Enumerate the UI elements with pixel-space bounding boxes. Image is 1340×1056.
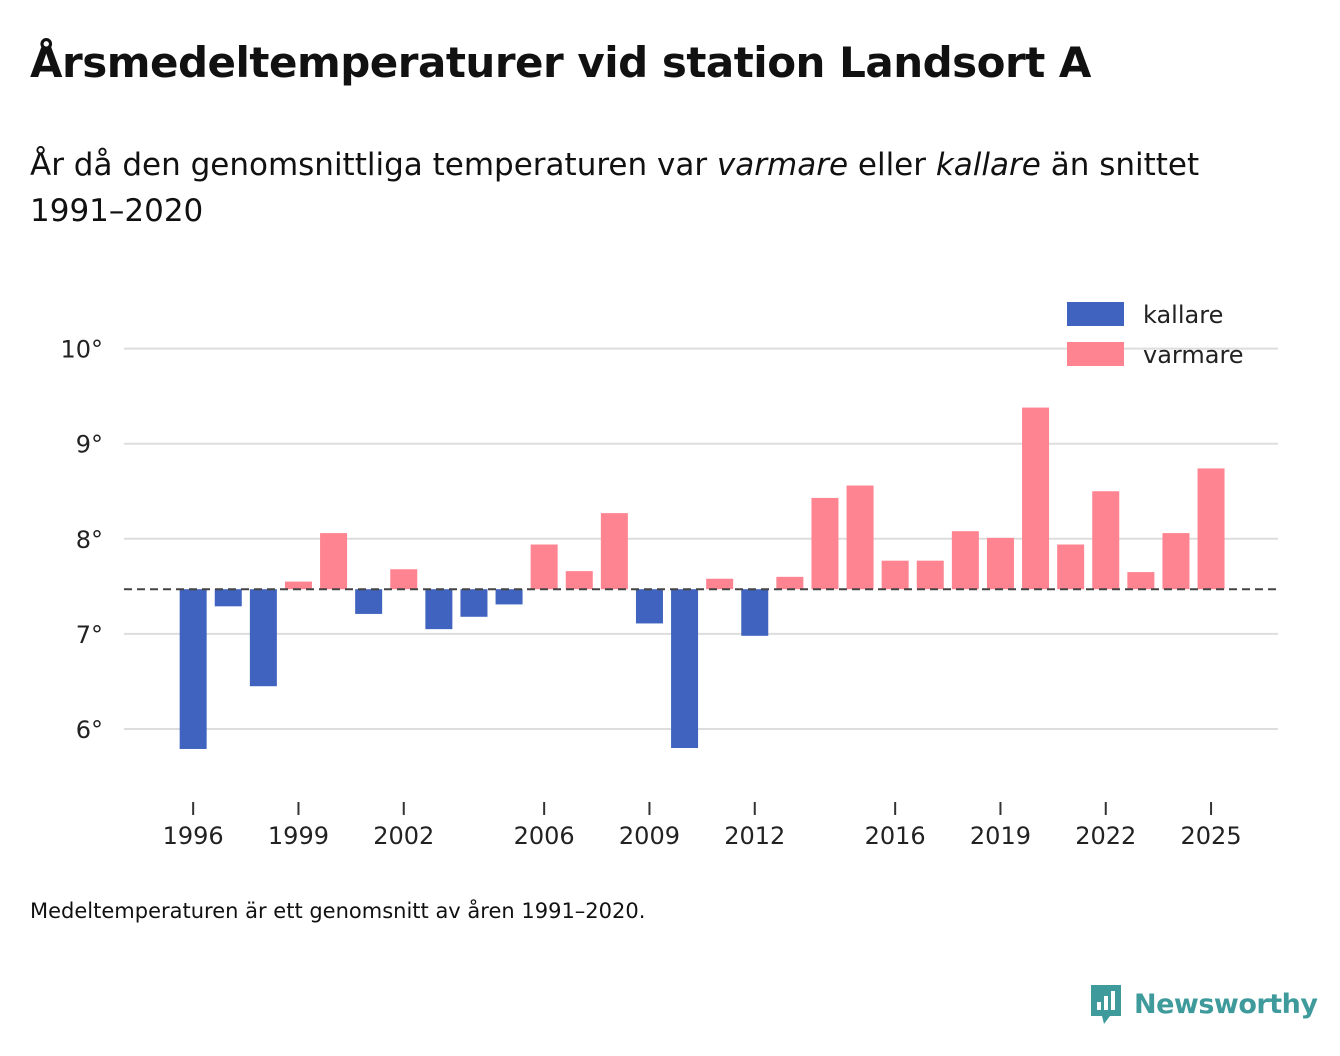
- y-tick-label-6: 6°: [76, 716, 103, 744]
- bar-2000: [320, 533, 348, 590]
- bar-2016: [881, 560, 909, 590]
- x-axis: 1996 1999 2002 2006 2009 2012 2016 2019 2022 2025: [163, 802, 1242, 850]
- temperature-bar-chart: 6° 7° 8° 9° 10° 1996 1999 2002 2006 2009 2012 2016…: [60, 301, 1278, 850]
- x-tick-label-2009: 2009: [619, 822, 680, 850]
- y-tick-label-7: 7°: [76, 621, 103, 649]
- bar-2025: [1197, 468, 1225, 590]
- y-tick-label-8: 8°: [76, 526, 103, 554]
- bars: [179, 407, 1225, 749]
- legend-label-warm: varmare: [1143, 341, 1244, 369]
- x-tick-label-2022: 2022: [1075, 822, 1136, 850]
- x-tick-label-2016: 2016: [865, 822, 926, 850]
- bar-2020: [1022, 407, 1050, 590]
- y-tick-label-9: 9°: [76, 431, 103, 459]
- brand-logo[interactable]: Newsworthy: [1088, 982, 1318, 1026]
- bar-2024: [1162, 533, 1190, 590]
- bar-2007: [565, 571, 593, 590]
- x-tick-label-2002: 2002: [373, 822, 434, 850]
- grid-lines: [124, 347, 1278, 730]
- bar-2001: [355, 589, 383, 614]
- subtitle-part-1: År då den genomsnittliga temperaturen va…: [30, 147, 717, 183]
- bar-2023: [1127, 572, 1155, 590]
- bar-2015: [846, 485, 874, 590]
- bar-2011: [706, 578, 734, 590]
- bar-2008: [600, 513, 628, 590]
- bar-2009: [635, 589, 663, 624]
- bar-2014: [811, 497, 839, 590]
- x-tick-label-2025: 2025: [1181, 822, 1242, 850]
- newsworthy-logo-icon: [1091, 985, 1121, 1024]
- subtitle-warm-word: varmare: [716, 147, 849, 183]
- legend-label-cold: kallare: [1143, 301, 1223, 329]
- bar-1999: [284, 581, 312, 590]
- bar-1998: [249, 589, 277, 687]
- subtitle-part-3: än snittet 1991–2020: [30, 147, 1200, 229]
- x-tick-label-1999: 1999: [268, 822, 329, 850]
- chart-subtitle: År då den genomsnittliga temperaturen va…: [30, 142, 1230, 234]
- footnote: Medeltemperaturen är ett genomsnitt av å…: [30, 899, 646, 923]
- x-tick-label-2006: 2006: [514, 822, 575, 850]
- chart-title: Årsmedeltemperaturer vid station Landsor…: [30, 38, 1091, 87]
- x-tick-label-2012: 2012: [724, 822, 785, 850]
- bar-2003: [425, 589, 453, 630]
- bar-1996: [179, 589, 207, 749]
- bar-2005: [495, 589, 523, 605]
- x-tick-label-2019: 2019: [970, 822, 1031, 850]
- subtitle-part-2: eller: [848, 147, 936, 183]
- bar-2017: [916, 560, 944, 590]
- bar-2012: [741, 589, 769, 636]
- brand-name: Newsworthy: [1134, 988, 1318, 1020]
- legend: kallare varmare: [1067, 301, 1244, 369]
- bar-2010: [671, 589, 699, 749]
- bar-2006: [530, 544, 558, 590]
- y-tick-label-10: 10°: [60, 336, 103, 364]
- bar-2004: [460, 589, 488, 617]
- legend-swatch-warm: [1067, 342, 1124, 366]
- x-tick-label-1996: 1996: [163, 822, 224, 850]
- y-axis: 6° 7° 8° 9° 10°: [60, 336, 103, 744]
- bar-2022: [1092, 491, 1120, 590]
- bar-2018: [951, 531, 979, 590]
- bar-2019: [986, 537, 1014, 590]
- bar-2002: [390, 569, 418, 590]
- subtitle-cold-word: kallare: [935, 147, 1041, 183]
- bar-2013: [776, 576, 804, 590]
- legend-swatch-cold: [1067, 302, 1124, 326]
- bar-1997: [214, 589, 242, 607]
- bar-2021: [1057, 544, 1085, 590]
